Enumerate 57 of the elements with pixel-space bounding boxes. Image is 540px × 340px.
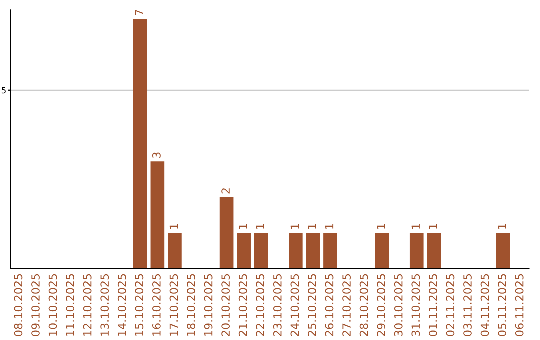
x-tick-label: 04.11.2025: [480, 274, 490, 336]
bar: [237, 232, 251, 269]
data-label: 1: [412, 224, 420, 229]
data-label: 1: [290, 224, 299, 229]
bar: [289, 232, 303, 269]
x-tick-label: 15.10.2025: [135, 274, 144, 336]
data-label: 1: [498, 224, 506, 229]
data-label: 1: [429, 224, 438, 229]
data-label: 1: [239, 224, 248, 229]
bar: [375, 232, 390, 269]
y-tick-label: 5: [2, 87, 6, 94]
bar: [496, 232, 510, 269]
x-tick-label: 10.10.2025: [48, 274, 58, 336]
x-tick-label: 27.10.2025: [342, 274, 351, 336]
x-tick-label: 18.10.2025: [187, 274, 196, 336]
x-tick-label: 19.10.2025: [204, 274, 213, 336]
data-label: 1: [325, 224, 334, 229]
x-tick-label: 31.10.2025: [412, 274, 420, 336]
x-tick-label: 13.10.2025: [100, 274, 110, 336]
data-label: 7: [135, 10, 144, 16]
bar: [133, 19, 148, 269]
bar: [150, 162, 165, 269]
x-tick-label: 08.10.2025: [14, 274, 23, 336]
data-label: 1: [170, 224, 178, 229]
x-tick-label: 20.10.2025: [222, 274, 230, 336]
x-tick-label: 16.10.2025: [152, 274, 161, 336]
bar: [324, 232, 338, 269]
x-tick-label: 23.10.2025: [273, 274, 282, 336]
data-label: 2: [222, 188, 230, 194]
bar: [254, 232, 268, 269]
data-label: 1: [308, 224, 316, 229]
x-tick-label: 09.10.2025: [32, 274, 40, 336]
data-label: 1: [256, 224, 264, 229]
x-tick-label: 01.11.2025: [428, 274, 438, 336]
x-tick-label: 21.10.2025: [238, 274, 248, 336]
bar: [306, 232, 320, 269]
bar: [410, 232, 424, 269]
x-tick-label: 05.11.2025: [498, 274, 507, 336]
data-label: 1: [377, 224, 386, 229]
x-tick-label: 06.11.2025: [515, 274, 524, 336]
x-tick-label: 14.10.2025: [118, 274, 126, 336]
x-tick-label: 29.10.2025: [377, 274, 386, 336]
bar: [427, 232, 442, 269]
x-tick-label: 24.10.2025: [290, 274, 300, 336]
x-tick-label: 02.11.2025: [446, 274, 455, 336]
x-tick-label: 17.10.2025: [170, 274, 178, 336]
x-tick-label: 11.10.2025: [66, 274, 75, 336]
x-tick-label: 28.10.2025: [360, 274, 368, 336]
data-label: 3: [152, 152, 161, 158]
x-tick-label: 12.10.2025: [83, 274, 92, 336]
x-tick-label: 30.10.2025: [394, 274, 403, 336]
bar: [168, 232, 182, 269]
x-tick-label: 26.10.2025: [325, 274, 334, 336]
x-tick-label: 03.11.2025: [464, 274, 472, 336]
bar: [220, 197, 234, 269]
x-tick-label: 22.10.2025: [256, 274, 265, 336]
x-tick-label: 25.10.2025: [308, 274, 316, 336]
